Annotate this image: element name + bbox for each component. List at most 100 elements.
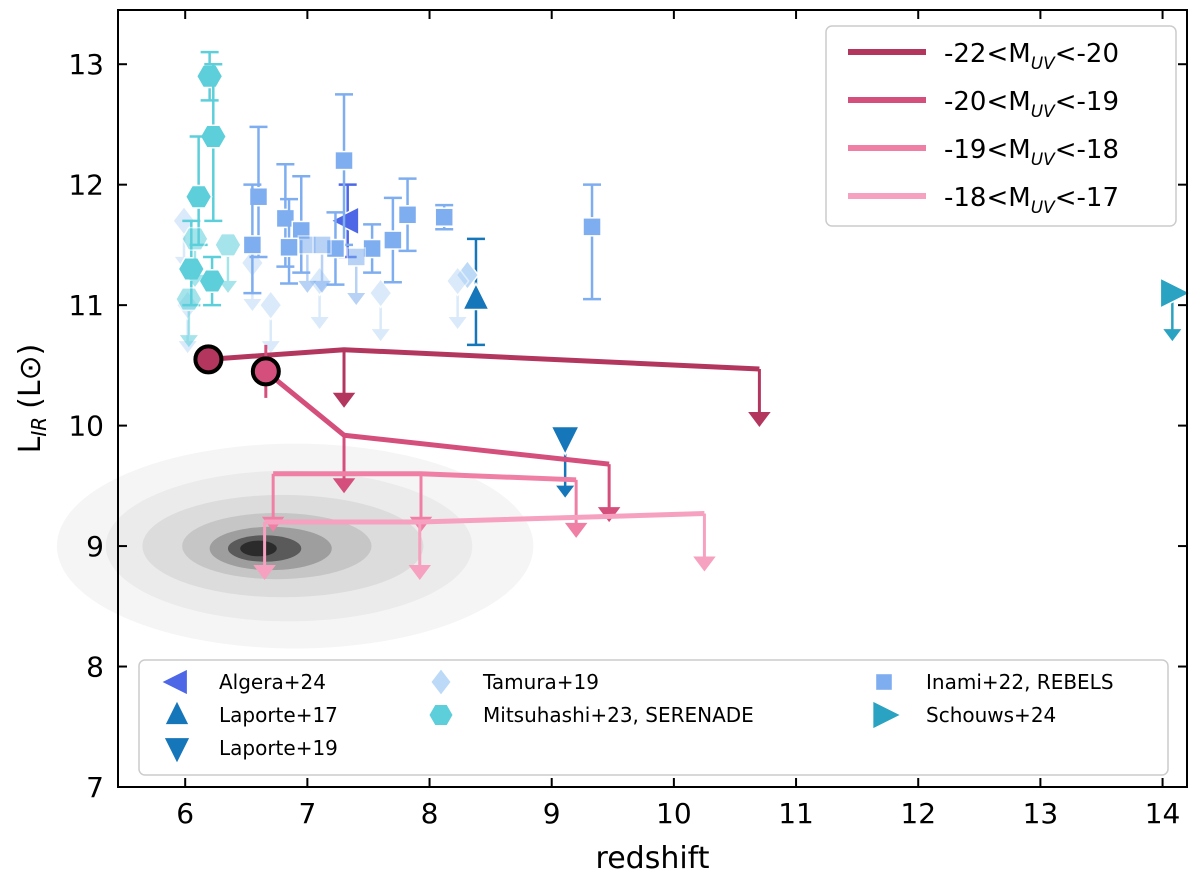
point-tamura-19-6-limit-arrow-head bbox=[310, 317, 329, 330]
point-inami-22-rebels-9 bbox=[397, 177, 418, 253]
point-inami-22-rebels-11-marker bbox=[434, 207, 454, 227]
literature-legend-entry-laporte-19: Laporte+19 bbox=[162, 736, 338, 766]
point-laporte-19-1-marker bbox=[549, 425, 581, 457]
point-tamura-19-8-limit-arrow-head bbox=[448, 317, 467, 330]
literature-legend-label-algera-24: Algera+24 bbox=[219, 670, 326, 694]
uv-bin-1-point-1-marker bbox=[193, 344, 224, 375]
uv-bin-series bbox=[193, 344, 771, 580]
uv-bin-4-point-2-limit-arrow-head bbox=[408, 564, 432, 580]
uv-bin-2-series bbox=[250, 344, 621, 523]
literature-legend-entry-tamura-19: Tamura+19 bbox=[429, 667, 599, 697]
y-tick-label-11: 11 bbox=[68, 289, 104, 322]
literature-mitsuhashi-23-serenade bbox=[174, 50, 242, 348]
point-inami-22-rebels-8-marker bbox=[383, 230, 403, 250]
uv-bin-legend-entry-4: -18<MUV<-17 bbox=[848, 183, 1119, 218]
literature-legend-entry-schouws-24: Schouws+24 bbox=[871, 699, 1056, 731]
literature-legend-marker-laporte-19 bbox=[162, 736, 192, 766]
point-inami-22-rebels-1-marker bbox=[334, 150, 354, 171]
point-inami-22-rebels-11 bbox=[434, 203, 454, 231]
uv-bin-legend-label-2: -20<MUV<-19 bbox=[944, 87, 1119, 122]
y-axis-label-main: L bbox=[13, 436, 48, 453]
point-laporte-19-1-limit-arrow-head bbox=[556, 485, 575, 498]
x-tick-label-12: 12 bbox=[900, 797, 936, 830]
point-inami-22-rebels-15 bbox=[346, 247, 366, 305]
uv-bin-1-point-2-limit-arrow bbox=[332, 349, 356, 408]
uv-bin-4-point-3-limit-arrow bbox=[693, 513, 716, 572]
literature-legend: Algera+24 Laporte+17 Laporte+19 Tamura+19 Mi… bbox=[138, 659, 1169, 776]
x-axis-label: redshift bbox=[596, 841, 710, 876]
x-tick-label-13: 13 bbox=[1023, 797, 1059, 830]
literature-legend-entry-algera-24: Algera+24 bbox=[159, 667, 326, 697]
point-inami-22-rebels-10-marker bbox=[582, 217, 602, 237]
uv-bin-2-point-1-marker bbox=[250, 356, 281, 387]
point-mitsuhashi-23-serenade-2 bbox=[199, 62, 228, 223]
point-mitsuhashi-23-serenade-3-marker bbox=[184, 184, 213, 209]
literature-legend-label-schouws-24: Schouws+24 bbox=[926, 703, 1056, 727]
literature-legend-label-tamura-19: Tamura+19 bbox=[482, 670, 599, 694]
y-tick-label-8: 8 bbox=[86, 651, 104, 684]
y-axis-label: LIR (L⊙) bbox=[13, 344, 51, 454]
point-mitsuhashi-23-serenade-7-limit-arrow-head bbox=[218, 280, 237, 293]
x-tick-label-7: 7 bbox=[298, 797, 316, 830]
point-inami-22-rebels-3-marker bbox=[242, 235, 263, 255]
point-inami-22-rebels-15-limit-arrow-head bbox=[347, 292, 366, 305]
point-schouws-24-1-marker bbox=[1159, 276, 1193, 310]
point-mitsuhashi-23-serenade-6-limit-arrow-head bbox=[185, 274, 204, 287]
uv-bin-4-point-3-limit-arrow-head bbox=[693, 556, 716, 572]
x-tick-label-10: 10 bbox=[656, 797, 692, 830]
point-tamura-19-5-marker bbox=[258, 289, 283, 321]
point-mitsuhashi-23-serenade-1 bbox=[195, 50, 224, 102]
literature-legend-entry-inami-22-rebels: Inami+22, REBELS bbox=[874, 670, 1114, 694]
literature-legend-entry-mitsuhashi-23-serenade: Mitsuhashi+23, SERENADE bbox=[427, 703, 754, 727]
point-tamura-19-5 bbox=[258, 289, 283, 354]
uv-bin-legend-entry-2: -20<MUV<-19 bbox=[848, 87, 1119, 122]
x-axis-ticks: 6 7 8 9 10 11 12 13 14 bbox=[176, 10, 1180, 830]
point-tamura-19-7-limit-arrow-head bbox=[371, 329, 390, 342]
point-inami-22-rebels-14-marker bbox=[312, 235, 332, 255]
uv-bin-legend-entry-3: -19<MUV<-18 bbox=[848, 135, 1119, 170]
point-tamura-19-8 bbox=[445, 265, 470, 330]
y-tick-label-7: 7 bbox=[86, 771, 104, 804]
point-inami-22-rebels-14-limit-arrow-head bbox=[313, 280, 332, 293]
point-inami-22-rebels-6-marker bbox=[279, 237, 299, 258]
point-mitsuhashi-23-serenade-3 bbox=[184, 135, 213, 247]
point-tamura-19-4-limit-arrow-head bbox=[243, 298, 262, 311]
point-inami-22-rebels-14 bbox=[312, 235, 332, 293]
y-axis-label-unit: (L⊙) bbox=[13, 344, 48, 409]
point-tamura-19-3-limit-arrow-head bbox=[178, 341, 197, 354]
point-inami-22-rebels-6 bbox=[279, 197, 299, 285]
point-tamura-19-5-limit-arrow-head bbox=[261, 341, 280, 354]
point-mitsuhashi-23-serenade-7-marker bbox=[214, 232, 242, 257]
literature-legend-label-laporte-19: Laporte+19 bbox=[219, 736, 338, 760]
point-tamura-19-7-marker bbox=[368, 277, 393, 309]
y-axis-label-sub: IR bbox=[27, 417, 51, 437]
y-tick-label-9: 9 bbox=[86, 530, 104, 563]
literature-points bbox=[172, 50, 1193, 498]
uv-bin-1-series bbox=[193, 344, 771, 427]
point-mitsuhashi-23-serenade-8 bbox=[174, 287, 203, 348]
point-inami-22-rebels-9-marker bbox=[397, 205, 418, 225]
literature-legend-marker-algera-24 bbox=[159, 667, 189, 697]
uv-bin-legend-label-1: -22<MUV<-20 bbox=[944, 39, 1119, 74]
uv-bin-2-point-2-limit-arrow-head bbox=[332, 478, 356, 494]
uv-bin-1-point-3-limit-arrow bbox=[748, 368, 771, 427]
point-inami-22-rebels-2-marker bbox=[248, 186, 269, 207]
point-inami-22-rebels-13 bbox=[297, 235, 318, 293]
point-mitsuhashi-23-serenade-7 bbox=[214, 232, 242, 293]
point-mitsuhashi-23-serenade-8-limit-arrow-head bbox=[179, 335, 198, 348]
uv-bin-legend: -22<MUV<-20 -20<MUV<-19 -19<MUV<-18 -18<MUV… bbox=[825, 25, 1177, 227]
uv-bin-3-point-3-limit-arrow bbox=[564, 479, 588, 538]
literature-legend-marker-schouws-24 bbox=[871, 699, 903, 731]
y-axis-ticks: 7 8 9 10 11 12 13 bbox=[68, 48, 1187, 804]
y-tick-label-10: 10 bbox=[68, 410, 104, 443]
literature-legend-label-laporte-17: Laporte+17 bbox=[219, 703, 338, 727]
literature-schouws-24 bbox=[1159, 276, 1193, 342]
literature-legend-label-mitsuhashi-23-serenade: Mitsuhashi+23, SERENADE bbox=[483, 703, 754, 727]
density-contours bbox=[56, 443, 534, 649]
literature-laporte-17 bbox=[461, 237, 491, 347]
y-tick-label-12: 12 bbox=[68, 169, 104, 202]
literature-inami-22-rebels bbox=[242, 93, 602, 305]
point-schouws-24-1 bbox=[1159, 276, 1193, 342]
plot-frame bbox=[117, 9, 1188, 788]
point-laporte-17-1-marker bbox=[461, 281, 491, 311]
